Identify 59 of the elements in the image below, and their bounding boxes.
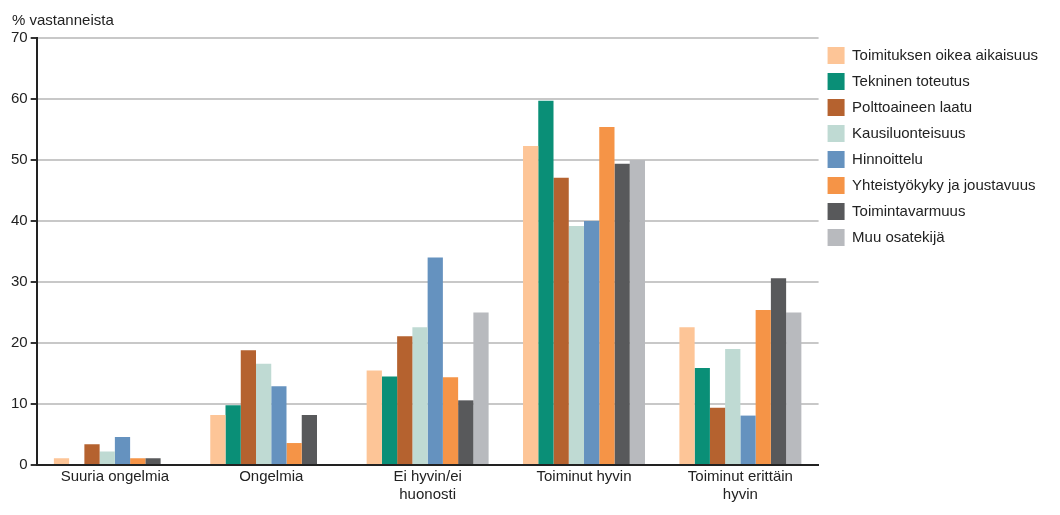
x-tick-label: Ei hyvin/ei huonosti [393,467,462,503]
bar [271,386,287,464]
bar [725,349,741,464]
y-tick-label: 20 [11,333,28,351]
bar [629,160,645,464]
legend-label: Polttoaineen laatu [852,97,973,115]
x-tick-label: Toiminut hyvin [536,467,632,485]
y-tick-label: 10 [11,394,28,412]
y-tick-label: 60 [11,89,28,107]
bar [473,312,489,464]
bar [145,458,161,464]
legend-label: Yhteistyökyky ja joustavuus [852,175,1036,193]
bar [442,377,459,464]
bar [786,312,802,464]
bar [286,443,302,464]
bar [366,370,382,464]
bar [694,368,710,464]
x-tick-label: Toiminut erittäin hyvin [687,467,793,503]
bar [397,336,413,464]
y-tick-label: 30 [11,272,28,290]
bar [755,310,771,464]
bar [225,405,241,464]
bar [210,414,226,464]
bar [427,257,443,464]
bar [99,451,115,464]
x-tick-label: Ongelmia [239,467,304,485]
bar [584,221,600,464]
bar [256,363,272,464]
bar [614,163,630,464]
bar [538,100,554,464]
y-axis-title: % vastanneista [12,10,115,28]
legend-label: Tekninen toteutus [852,71,970,89]
bar [412,327,428,464]
bar [679,327,695,464]
bar [553,177,569,464]
bar [709,407,726,464]
legend-label: Toimituksen oikea aikaisuus [852,45,1039,63]
legend-label: Toimintavarmuus [852,201,966,219]
bar [130,458,146,464]
bar [240,350,257,464]
bar [301,414,317,464]
bar [84,444,100,464]
legend-label: Muu osatekijä [852,227,946,245]
y-tick-label: 70 [11,28,28,46]
bar [740,415,756,464]
bar [568,225,585,464]
legend-label: Hinnoittelu [852,149,923,167]
x-tick-label: Suuria ongelmia [60,467,170,485]
bar [523,145,539,464]
bar [53,458,70,464]
y-tick-label: 40 [11,211,28,229]
bar [458,400,474,464]
legend-label: Kausiluonteisuus [852,123,966,141]
bar [599,127,615,464]
bar [381,376,398,464]
bar [114,436,131,464]
y-tick-label: 50 [11,150,28,168]
bar [770,278,787,464]
y-tick-label: 0 [19,455,28,473]
